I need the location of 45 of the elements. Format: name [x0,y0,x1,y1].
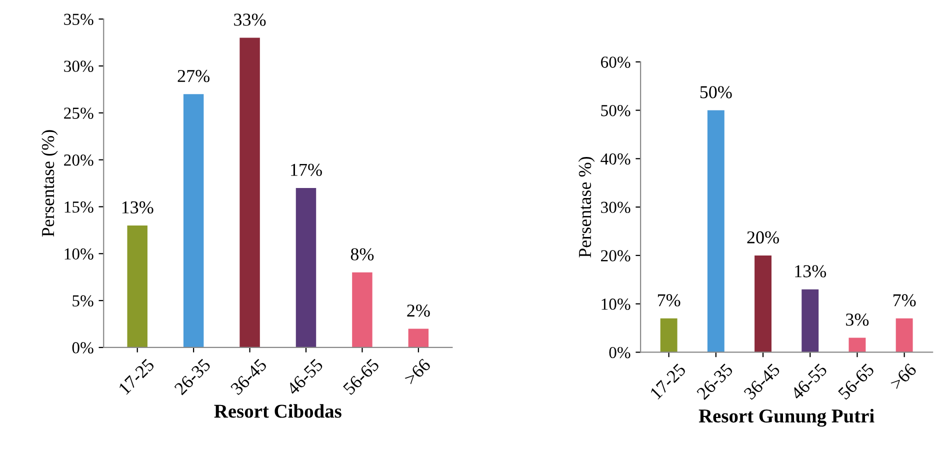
x-axis-title: Resort Gunung Putri [698,408,874,427]
y-tick-label: 20% [601,250,630,262]
data-label: 17% [291,164,322,176]
bar [660,318,678,352]
data-label: 33% [234,14,266,26]
x-tick-label: >66 [404,358,432,386]
y-tick-label: 30% [64,60,94,72]
data-label: 3% [846,314,869,326]
x-axis-title: Resort Cibodas [214,404,342,418]
bar [408,328,429,348]
bar [848,338,866,352]
y-tick-label: 60% [601,56,630,68]
data-label: 13% [122,201,154,214]
bar [183,94,204,348]
data-label: 13% [795,265,826,278]
bar [707,110,724,352]
y-axis-title: Persentase (%) [41,130,58,237]
y-axis-title: Persentase %) [578,156,595,258]
data-label: 8% [350,248,374,260]
bar [754,255,772,352]
y-tick-label: 0% [72,342,94,354]
y-tick-label: 0% [609,346,630,358]
y-tick-label: 50% [601,104,630,116]
y-tick-label: 10% [64,248,94,260]
y-tick-label: 35% [64,14,94,26]
data-label: 7% [658,294,680,306]
y-tick-label: 5% [72,295,94,307]
bar [296,188,316,348]
data-label: 7% [893,294,916,306]
y-tick-label: 10% [602,298,630,310]
bar [896,318,913,352]
bar [352,272,372,348]
data-label: 2% [407,304,430,317]
data-label: 50% [700,86,732,98]
x-tick-label: >66 [890,362,918,390]
bar [802,289,819,352]
y-tick-label: 20% [64,154,94,166]
y-tick-label: 15% [64,201,94,213]
data-label: 20% [747,231,779,244]
y-tick-label: 30% [601,202,630,214]
bar [127,225,148,348]
data-label: 27% [178,70,210,82]
bar [240,38,260,348]
y-tick-label: 25% [64,108,94,119]
y-tick-label: 40% [600,153,630,165]
